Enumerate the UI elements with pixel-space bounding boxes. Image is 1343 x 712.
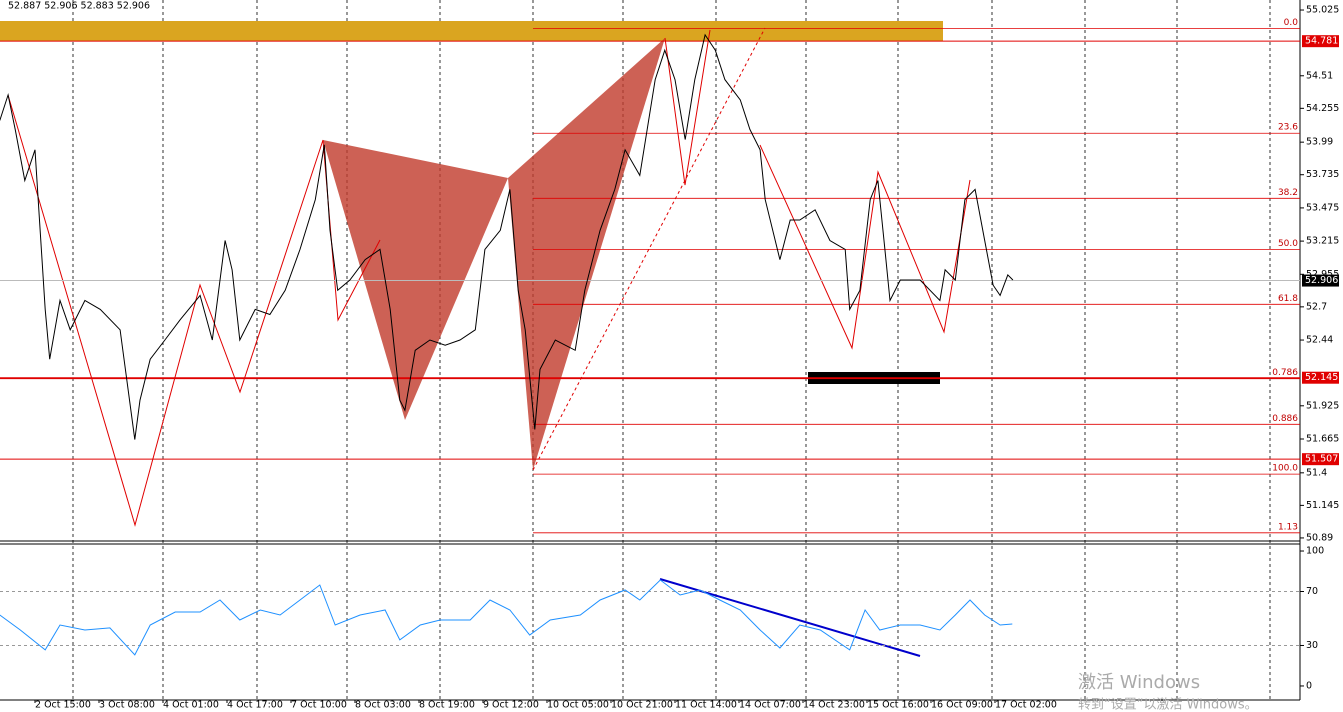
fib-label: 38.2	[1278, 188, 1298, 198]
x-tick-label: 11 Oct 14:00	[675, 700, 737, 711]
y-tick-label: 53.215	[1306, 236, 1339, 247]
price-label-box	[1302, 371, 1339, 384]
price-label-box	[1302, 35, 1339, 48]
y-tick-label: 51.925	[1306, 400, 1339, 411]
y-tick-label: 51.4	[1306, 467, 1327, 478]
fib-baseline	[532, 27, 766, 471]
x-tick-label: 10 Oct 21:00	[611, 700, 673, 711]
supply-zone	[0, 21, 943, 41]
price-label-box	[1302, 453, 1339, 466]
x-tick-label: 8 Oct 03:00	[355, 700, 411, 711]
price-label: 51.507	[1305, 454, 1338, 465]
price-label: 54.781	[1305, 36, 1338, 47]
fib-label: 100.0	[1272, 464, 1298, 474]
y-tick-label: 100	[1306, 546, 1324, 557]
y-tick-label: 55.025	[1306, 5, 1339, 16]
x-tick-label: 9 Oct 12:00	[483, 700, 539, 711]
x-tick-label: 10 Oct 05:00	[547, 700, 609, 711]
current-price-box	[1302, 274, 1339, 287]
x-tick-label: 4 Oct 17:00	[227, 700, 283, 711]
y-tick-label: 54.51	[1306, 70, 1333, 81]
fib-label: 0.0	[1284, 18, 1299, 28]
fib-label: 61.8	[1278, 294, 1298, 304]
x-tick-label: 7 Oct 10:00	[291, 700, 347, 711]
zigzag	[664, 29, 711, 186]
y-tick-label: 50.89	[1306, 532, 1333, 543]
y-tick-label: 52.44	[1306, 335, 1333, 346]
y-tick-label: 0	[1306, 680, 1312, 691]
y-tick-label: 54.255	[1306, 103, 1339, 114]
ohlc-header: 52.887 52.906 52.883 52.906	[8, 1, 150, 12]
pattern-triangle	[323, 140, 508, 420]
watermark-title: 激活 Windows	[1078, 672, 1200, 693]
x-tick-label: 8 Oct 19:00	[419, 700, 475, 711]
y-tick-label: 53.735	[1306, 169, 1339, 180]
x-tick-label: 14 Oct 23:00	[803, 700, 865, 711]
y-tick-label: 53.99	[1306, 137, 1333, 148]
y-tick-label: 30	[1306, 640, 1318, 651]
x-tick-label: 2 Oct 15:00	[35, 700, 91, 711]
fib-label: 0.786	[1272, 368, 1298, 378]
fib-label: 0.886	[1272, 414, 1298, 424]
x-tick-label: 3 Oct 08:00	[99, 700, 155, 711]
fib-label: 23.6	[1278, 123, 1298, 133]
x-tick-label: 4 Oct 01:00	[163, 700, 219, 711]
y-tick-label: 52.7	[1306, 301, 1327, 312]
price-label: 52.145	[1305, 372, 1338, 383]
pattern-triangle	[508, 38, 665, 470]
fib-label: 50.0	[1278, 239, 1298, 249]
zigzag	[7, 94, 381, 527]
y-tick-label: 52.955	[1306, 269, 1339, 280]
y-tick-label: 51.145	[1306, 500, 1339, 511]
x-tick-label: 15 Oct 16:00	[867, 700, 929, 711]
rsi-line	[0, 579, 1013, 656]
y-tick-label: 51.665	[1306, 433, 1339, 444]
y-tick-label: 70	[1306, 586, 1318, 597]
y-tick-label: 53.475	[1306, 202, 1339, 213]
x-tick-label: 16 Oct 09:00	[931, 700, 993, 711]
price-line-series	[0, 33, 1014, 440]
x-tick-label: 17 Oct 02:00	[995, 700, 1057, 711]
fib-label: 1.13	[1278, 522, 1298, 532]
current-price-label: 52.906	[1305, 275, 1338, 286]
watermark-subtitle: 转到“设置”以激活 Windows。	[1078, 698, 1258, 712]
x-tick-label: 14 Oct 07:00	[739, 700, 801, 711]
